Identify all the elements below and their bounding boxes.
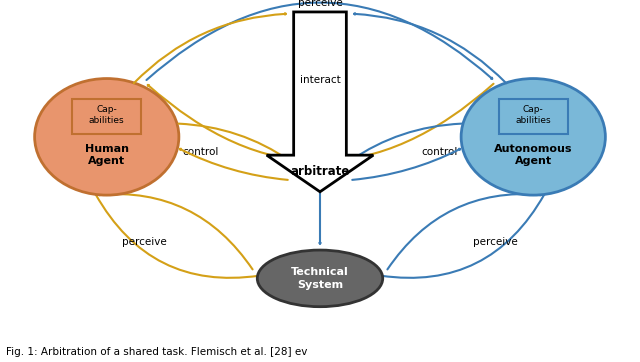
Ellipse shape	[461, 79, 605, 195]
Text: perceive: perceive	[473, 237, 518, 247]
Text: interact: interact	[300, 75, 340, 85]
FancyBboxPatch shape	[72, 98, 141, 134]
Text: control: control	[182, 147, 219, 157]
Ellipse shape	[35, 79, 179, 195]
Text: Autonomous
Agent: Autonomous Agent	[494, 144, 573, 167]
Text: Human
Agent: Human Agent	[84, 144, 129, 167]
Text: arbitrate: arbitrate	[291, 165, 349, 178]
Text: perceive: perceive	[122, 237, 167, 247]
FancyBboxPatch shape	[499, 98, 568, 134]
Text: perceive: perceive	[298, 0, 342, 8]
Ellipse shape	[257, 250, 383, 307]
Text: Cap-
abilities: Cap- abilities	[89, 105, 125, 125]
Polygon shape	[267, 12, 373, 192]
Text: Cap-
abilities: Cap- abilities	[515, 105, 551, 125]
Text: Fig. 1: Arbitration of a shared task. Flemisch et al. [28] ev: Fig. 1: Arbitration of a shared task. Fl…	[6, 346, 308, 357]
Text: Technical
System: Technical System	[291, 267, 349, 290]
Text: control: control	[421, 147, 458, 157]
